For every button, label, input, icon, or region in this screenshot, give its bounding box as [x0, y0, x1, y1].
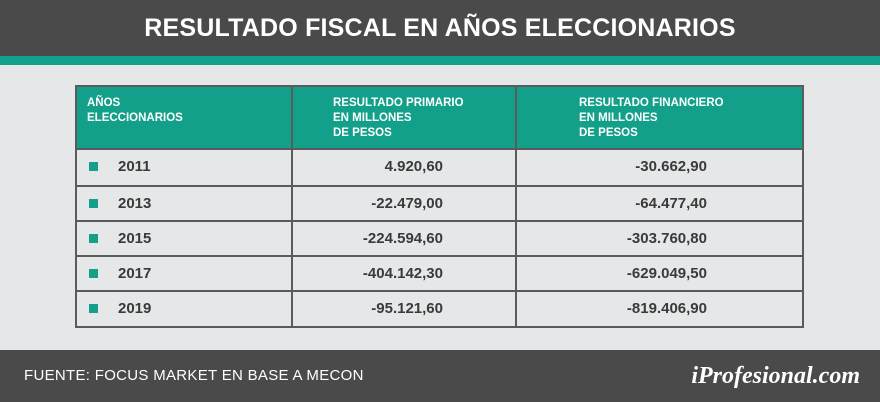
- primary-result-cell: 4.920,60: [384, 158, 443, 175]
- year-cell: 2017: [118, 265, 152, 282]
- year-cell: 2019: [118, 300, 152, 317]
- table-header: AÑOS ELECCIONARIOS RESULTADO PRIMARIO EN…: [77, 87, 802, 150]
- column-header-financial-result: RESULTADO FINANCIERO EN MILLONES DE PESO…: [579, 97, 724, 139]
- table-row: 2017 -404.142,30 -629.049,50: [77, 255, 802, 290]
- column-header-year: AÑOS ELECCIONARIOS: [87, 97, 183, 124]
- table-row: 2011 4.920,60 -30.662,90: [77, 150, 802, 185]
- financial-result-cell: -64.477,40: [635, 195, 707, 212]
- table-row: 2019 -95.121,60 -819.406,90: [77, 290, 802, 325]
- accent-stripe: [0, 56, 880, 65]
- year-cell: 2011: [118, 158, 151, 175]
- row-bullet-icon: [89, 269, 98, 278]
- financial-result-cell: -819.406,90: [626, 300, 707, 317]
- fiscal-results-table: AÑOS ELECCIONARIOS RESULTADO PRIMARIO EN…: [75, 85, 804, 328]
- primary-result-cell: -404.142,30: [362, 265, 443, 282]
- row-bullet-icon: [89, 304, 98, 313]
- primary-result-cell: -224.594,60: [362, 230, 443, 247]
- row-bullet-icon: [89, 199, 98, 208]
- primary-result-cell: -22.479,00: [371, 195, 443, 212]
- column-divider: [291, 87, 293, 326]
- financial-result-cell: -303.760,80: [626, 230, 707, 247]
- row-bullet-icon: [89, 234, 98, 243]
- title-bar: RESULTADO FISCAL EN AÑOS ELECCIONARIOS: [0, 0, 880, 56]
- financial-result-cell: -629.049,50: [626, 265, 707, 282]
- column-divider: [515, 87, 517, 326]
- table-row: 2013 -22.479,00 -64.477,40: [77, 185, 802, 220]
- chart-title: RESULTADO FISCAL EN AÑOS ELECCIONARIOS: [144, 13, 736, 42]
- source-note: FUENTE: FOCUS MARKET EN BASE A MECON: [24, 367, 364, 384]
- year-cell: 2015: [118, 230, 152, 247]
- table-row: 2015 -224.594,60 -303.760,80: [77, 220, 802, 255]
- column-header-primary-result: RESULTADO PRIMARIO EN MILLONES DE PESOS: [333, 97, 464, 139]
- year-cell: 2013: [118, 195, 152, 212]
- row-bullet-icon: [89, 162, 98, 171]
- primary-result-cell: -95.121,60: [371, 300, 443, 317]
- brand-logo: iProfesional.com: [691, 363, 860, 389]
- financial-result-cell: -30.662,90: [635, 158, 707, 175]
- footer-bar: FUENTE: FOCUS MARKET EN BASE A MECON iPr…: [0, 350, 880, 402]
